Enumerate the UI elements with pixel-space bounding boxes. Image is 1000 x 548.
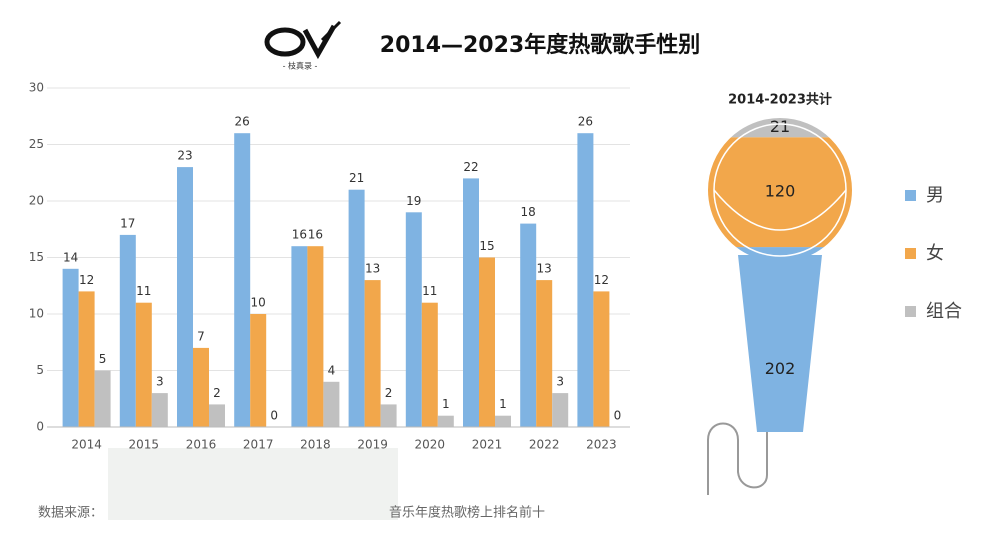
bar (421, 302, 438, 427)
value-label: 7 (197, 329, 205, 343)
bar (437, 415, 454, 427)
legend-swatch (905, 190, 916, 201)
bar (234, 133, 251, 427)
legend-label: 女 (926, 243, 944, 264)
value-label: 11 (422, 284, 437, 298)
value-label: 19 (406, 194, 421, 208)
value-label: 18 (521, 205, 536, 219)
legend-swatch (905, 248, 916, 259)
value-label: 0 (270, 409, 278, 423)
bar (291, 246, 308, 427)
bar (119, 234, 136, 427)
bar (552, 393, 569, 427)
x-tick-label: 2023 (586, 438, 617, 452)
bar (307, 246, 324, 427)
bar (94, 370, 111, 427)
value-label: 4 (328, 363, 336, 377)
value-label: 12 (79, 273, 94, 287)
value-label: 23 (177, 149, 192, 163)
logo-text: - 枝真录 - (283, 61, 318, 71)
value-label: 13 (365, 262, 380, 276)
pictorial-title: 2014-2023共计 (728, 92, 832, 108)
y-tick-label: 5 (36, 363, 44, 377)
y-tick-label: 25 (29, 137, 44, 151)
value-label: 26 (235, 115, 250, 129)
value-label: 16 (292, 228, 307, 242)
value-label: 12 (594, 273, 609, 287)
segment-label: 120 (765, 182, 796, 201)
x-tick-label: 2017 (243, 438, 274, 452)
x-tick-label: 2021 (472, 438, 503, 452)
x-tick-label: 2014 (71, 438, 102, 452)
logo (264, 20, 342, 60)
legend-label: 组合 (926, 301, 962, 322)
mic-segment (708, 247, 852, 432)
value-label: 11 (136, 284, 151, 298)
bar (250, 314, 267, 427)
legend-swatch (905, 306, 916, 317)
bar (577, 133, 594, 427)
source-suffix: 音乐年度热歌榜上排名前十 (389, 505, 545, 521)
value-label: 16 (308, 228, 323, 242)
chart-title: 2014—2023年度热歌歌手性别 (380, 32, 700, 58)
bar (62, 268, 79, 427)
value-label: 15 (479, 239, 494, 253)
y-tick-label: 15 (29, 250, 44, 264)
value-label: 3 (156, 375, 164, 389)
bar (348, 189, 365, 427)
bar (151, 393, 168, 427)
bar (536, 280, 553, 427)
bar (495, 415, 511, 427)
value-label: 26 (578, 115, 593, 129)
mic-rim-arc (713, 189, 847, 231)
y-tick-label: 30 (29, 81, 44, 95)
x-tick-label: 2019 (357, 438, 388, 452)
bar (593, 291, 610, 427)
mic-body (708, 118, 852, 432)
mic-cord (707, 422, 768, 495)
x-tick-label: 2016 (186, 438, 217, 452)
x-tick-label: 2022 (529, 438, 560, 452)
bar (177, 167, 193, 427)
value-label: 2 (213, 386, 221, 400)
value-label: 13 (537, 262, 552, 276)
bar (135, 302, 152, 427)
mic-segment (708, 137, 852, 248)
value-label: 22 (463, 160, 478, 174)
x-tick-label: 2020 (415, 438, 446, 452)
value-label: 0 (614, 409, 622, 423)
source-prefix: 数据来源： (38, 506, 103, 521)
x-tick-label: 2015 (129, 438, 160, 452)
value-label: 5 (99, 352, 107, 366)
y-tick-label: 0 (36, 420, 44, 434)
value-label: 21 (349, 171, 364, 185)
value-label: 3 (556, 375, 564, 389)
bar (193, 347, 209, 427)
y-tick-label: 10 (29, 307, 44, 321)
value-label: 2 (385, 386, 393, 400)
value-label: 14 (63, 250, 78, 264)
segment-label: 202 (765, 359, 796, 378)
value-label: 1 (499, 397, 507, 411)
legend-label: 男 (926, 185, 944, 206)
blurred-region (108, 448, 398, 520)
bar (380, 404, 397, 427)
value-label: 10 (251, 296, 266, 310)
bar (364, 280, 381, 427)
bar (209, 404, 225, 427)
value-label: 1 (442, 397, 450, 411)
bar (78, 291, 95, 427)
x-tick-label: 2018 (300, 438, 331, 452)
bar (323, 381, 340, 427)
bar (463, 178, 479, 427)
y-tick-label: 20 (29, 194, 44, 208)
value-label: 17 (120, 216, 135, 230)
bar (479, 257, 495, 427)
bar (405, 212, 422, 427)
bar (520, 223, 537, 427)
segment-label: 21 (770, 117, 790, 136)
